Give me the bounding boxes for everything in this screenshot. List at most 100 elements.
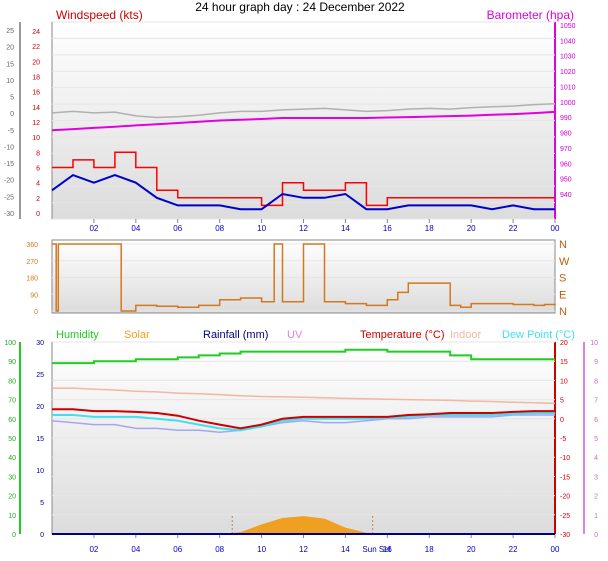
legend-item: Dew Point (°C) [502, 329, 575, 341]
barometer-tick-label: 1000 [560, 100, 576, 107]
humidity-tick-label: 30 [8, 474, 16, 481]
x-tick-label: 16 [383, 545, 392, 554]
humidity-tick-label: 10 [8, 513, 16, 520]
direction-tick-label: 180 [26, 276, 38, 283]
x-tick-label: 06 [173, 224, 182, 233]
uv-tick-label: 5 [594, 436, 598, 443]
humidity-tick-label: 0 [12, 532, 16, 539]
solar-area [52, 516, 555, 534]
direction-tick-label: 90 [30, 292, 38, 299]
temperature-tick-label: 10 [560, 378, 568, 385]
temperature-tick-label: -15 [560, 474, 570, 481]
barometer-tick-label: 1020 [560, 69, 576, 76]
x-tick-label: 02 [89, 545, 98, 554]
windspeed-tick-label: 10 [32, 135, 40, 142]
windspeed-tick-label: 24 [32, 29, 40, 36]
apparent-temperature-line [51, 414, 555, 433]
windspeed-tick-label: 22 [32, 44, 40, 51]
indoor-line [52, 387, 556, 405]
windspeed-tick-label: 18 [32, 75, 40, 82]
x-tick-label: 16 [383, 224, 392, 233]
left-tick-label: 20 [36, 404, 44, 411]
outer-tick-label: 5 [10, 95, 14, 102]
compass-tick-label: E [559, 289, 566, 301]
x-tick-label: 04 [131, 224, 140, 233]
x-tick-label: 20 [467, 545, 476, 554]
temperature-tick-label: -30 [560, 532, 570, 539]
temperature-tick-label: 5 [560, 398, 564, 405]
windspeed-tick-label: 4 [36, 181, 40, 188]
outer-tick-label: 20 [6, 45, 14, 52]
windspeed-tick-label: 14 [32, 105, 40, 112]
humidity-tick-label: 70 [8, 398, 16, 405]
outer-tick-label: -15 [4, 161, 14, 168]
outer-tick-label: -30 [4, 211, 14, 218]
outer-tick-label: -10 [4, 144, 14, 151]
temperature-tick-label: 20 [560, 340, 568, 347]
humidity-line [52, 348, 555, 365]
chart-title: 24 hour graph day : 24 December 2022 [195, 0, 405, 14]
compass-tick-label: S [559, 273, 566, 285]
humidity-tick-label: 80 [8, 378, 16, 385]
humidity-tick-label: 20 [8, 494, 16, 501]
compass-tick-label: N [559, 239, 567, 251]
direction-tick-label: 270 [26, 259, 38, 266]
outer-tick-label: -20 [4, 178, 14, 185]
windspeed-tick-label: 2 [36, 196, 40, 203]
outer-tick-label: 15 [6, 61, 14, 68]
barometer-tick-label: 970 [560, 146, 572, 153]
humidity-tick-label: 60 [8, 417, 16, 424]
left-tick-label: 15 [36, 436, 44, 443]
compass-tick-label: N [559, 306, 567, 318]
barometer-tick-label: 1010 [560, 84, 576, 91]
barometer-tick-label: 990 [560, 115, 572, 122]
barometer-line [51, 110, 556, 132]
x-tick-label: 08 [215, 224, 224, 233]
left-tick-label: 10 [36, 468, 44, 475]
windspeed-tick-label: 6 [36, 166, 40, 173]
windspeed-tick-label: 20 [32, 59, 40, 66]
direction-tick-label: 360 [26, 242, 38, 249]
barometer-tick-label: 950 [560, 177, 572, 184]
uv-tick-label: 4 [594, 455, 598, 462]
x-tick-label: 10 [257, 545, 266, 554]
outer-tick-label: -5 [8, 128, 14, 135]
x-tick-label: 00 [551, 224, 560, 233]
temperature-tick-label: 15 [560, 359, 568, 366]
compass-tick-label: W [559, 256, 570, 268]
x-tick-label: 22 [509, 545, 518, 554]
temperature-tick-label: -25 [560, 513, 570, 520]
dew-point-line [52, 412, 555, 432]
uv-tick-label: 7 [594, 398, 598, 405]
windspeed-line [52, 151, 555, 207]
uv-tick-label: 9 [594, 359, 598, 366]
x-tick-label: 10 [257, 224, 266, 233]
outer-tick-label: 0 [10, 111, 14, 118]
humidity-tick-label: 90 [8, 359, 16, 366]
sunset-label: Sun Set [362, 545, 391, 554]
temperature-tick-label: -10 [560, 455, 570, 462]
windspeed-tick-label: 16 [32, 90, 40, 97]
direction-tick-label: 0 [34, 309, 38, 316]
temperature-tick-label: 0 [560, 417, 564, 424]
humidity-tick-label: 40 [8, 455, 16, 462]
x-tick-label: 02 [89, 224, 98, 233]
temperature-tick-label: -5 [560, 436, 566, 443]
legend-item: Rainfall (mm) [203, 329, 268, 341]
legend-item: Indoor [450, 329, 482, 341]
x-tick-label: 12 [299, 545, 308, 554]
barometer-tick-label: 1050 [560, 23, 576, 30]
windspeed-axis-label: Windspeed (kts) [56, 8, 143, 22]
barometer-tick-label: 1030 [560, 54, 576, 61]
wind-direction-line [52, 243, 556, 312]
windspeed-tick-label: 8 [36, 150, 40, 157]
windspeed-tick-label: 0 [36, 211, 40, 218]
x-tick-label: 18 [425, 224, 434, 233]
uv-tick-label: 10 [590, 340, 598, 347]
left-tick-label: 30 [36, 340, 44, 347]
x-tick-label: 20 [467, 224, 476, 233]
outer-tick-label: 25 [6, 28, 14, 35]
